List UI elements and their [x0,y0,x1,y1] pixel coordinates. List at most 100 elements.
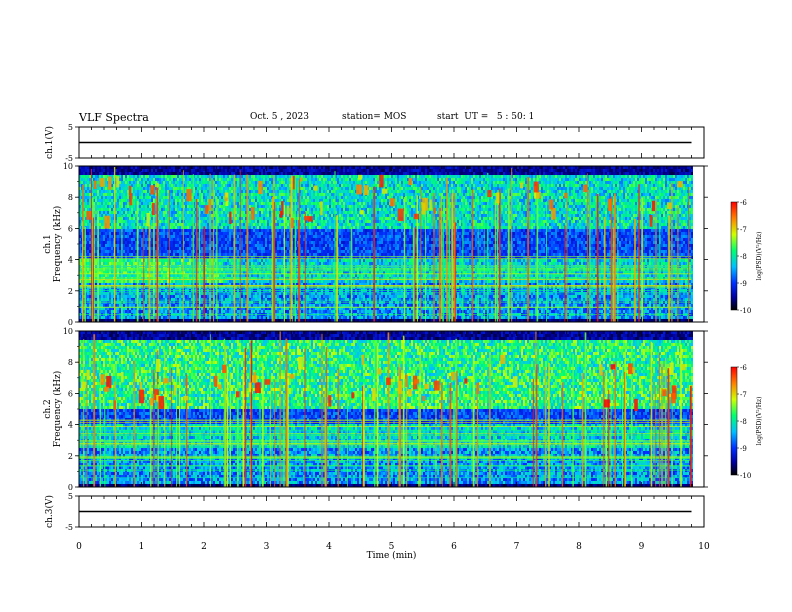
spectrogram-cell [81,178,83,181]
spectrogram-cell [117,262,119,265]
spectrogram-cell [109,307,111,310]
spectrogram-cell [115,244,117,247]
spectrogram-cell [175,223,177,226]
spectrogram-cell [217,283,219,286]
spectrogram-cell [243,319,245,322]
spectrogram-cell [219,253,221,256]
spectrogram-cell [253,229,255,232]
spectrogram-cell [225,184,227,187]
spectrogram-cell [231,172,233,175]
spectrogram-cell [95,199,97,202]
spectrogram-cell [251,256,253,259]
spectrogram-cell [169,292,171,295]
spectrogram-cell [225,316,227,319]
spectrogram-cell [229,187,231,190]
spectrogram-cell [83,253,85,256]
spectrogram-cell [231,166,233,169]
spectrogram-cell [175,310,177,313]
spectrogram-cell [139,274,141,277]
spectrogram-cell [109,292,111,295]
spectrogram-cell [83,280,85,283]
spectrogram-cell [155,166,157,169]
spectrogram-cell [85,184,87,187]
spectrogram-cell [267,208,269,211]
spectrogram-cell [123,247,125,250]
spectrogram-cell [153,169,155,172]
spectrogram-cell [241,184,243,187]
spectrogram-cell [133,235,135,238]
spectrogram-cell [265,316,267,319]
spectrogram-cell [105,229,107,232]
spectrogram-cell [221,310,223,313]
spectrogram-cell [219,232,221,235]
spectrogram-cell [171,175,173,178]
spectrogram-cell [251,295,253,298]
spectrogram-cell [231,181,233,184]
spectrogram-cell [241,172,243,175]
spectrogram-cell [193,307,195,310]
spectrogram-cell [269,238,271,241]
spectrogram-cell [127,178,129,181]
spectrogram-cell [221,181,223,184]
spectrogram-cell [185,184,187,187]
spectrogram-cell [109,166,111,169]
spectrogram-cell [83,229,85,232]
spectrogram-cell [159,271,161,274]
spectrogram-cell [255,205,257,208]
spectrogram-cell [89,178,91,181]
spectrogram-cell [255,295,257,298]
spectrogram-cell [115,208,117,211]
spectrogram-cell [127,319,129,322]
ch1-spectrogram-image [79,166,704,322]
spectrogram-cell [251,181,253,184]
spectrogram-cell [215,232,217,235]
spectrogram-cell [163,205,165,208]
spectrogram-cell [223,238,225,241]
spectrogram-cell [217,247,219,250]
spectrogram-cell [171,226,173,229]
spectrogram-cell [263,280,265,283]
spectrogram-cell [145,202,147,205]
spectrogram-cell [79,316,81,319]
spectrogram-cell [99,187,101,190]
spectrogram-cell [131,214,133,217]
spectrogram-cell [243,175,245,178]
spectrogram-cell [83,256,85,259]
spectrogram-cell [217,184,219,187]
spectrogram-cell [227,166,229,169]
spectrogram-cell [197,211,199,214]
spectrogram-cell [221,193,223,196]
spectrogram-cell [231,316,233,319]
spectrogram-cell [231,319,233,322]
spectrogram-cell [149,190,151,193]
spectrogram-cell [147,319,149,322]
spectrogram-cell [245,208,247,211]
spectrogram-cell [249,274,251,277]
spectrogram-cell [109,259,111,262]
spectrogram-cell [181,283,183,286]
spectrogram-cell [157,175,159,178]
spectrogram-cell [103,241,105,244]
spectrogram-cell [155,211,157,214]
spectrogram-cell [187,181,189,184]
spectrogram-cell [123,169,125,172]
spectrogram-cell [155,274,157,277]
spectrogram-cell [167,217,169,220]
spectrogram-cell [205,202,207,205]
spectrogram-cell [265,256,267,259]
spectrogram-cell [185,217,187,220]
spectrogram-cell [165,193,167,196]
spectrogram-cell [85,250,87,253]
spectrogram-cell [229,205,231,208]
spectrogram-cell [233,169,235,172]
spectrogram-cell [131,208,133,211]
spectrogram-cell [241,166,243,169]
spectrogram-cell [101,235,103,238]
spectrogram-cell [147,229,149,232]
spectrogram-cell [269,211,271,214]
spectrogram-cell [259,274,261,277]
spectrogram-cell [181,256,183,259]
spectrogram-cell [201,307,203,310]
spectrogram-cell [115,307,117,310]
spectrogram-cell [119,256,121,259]
